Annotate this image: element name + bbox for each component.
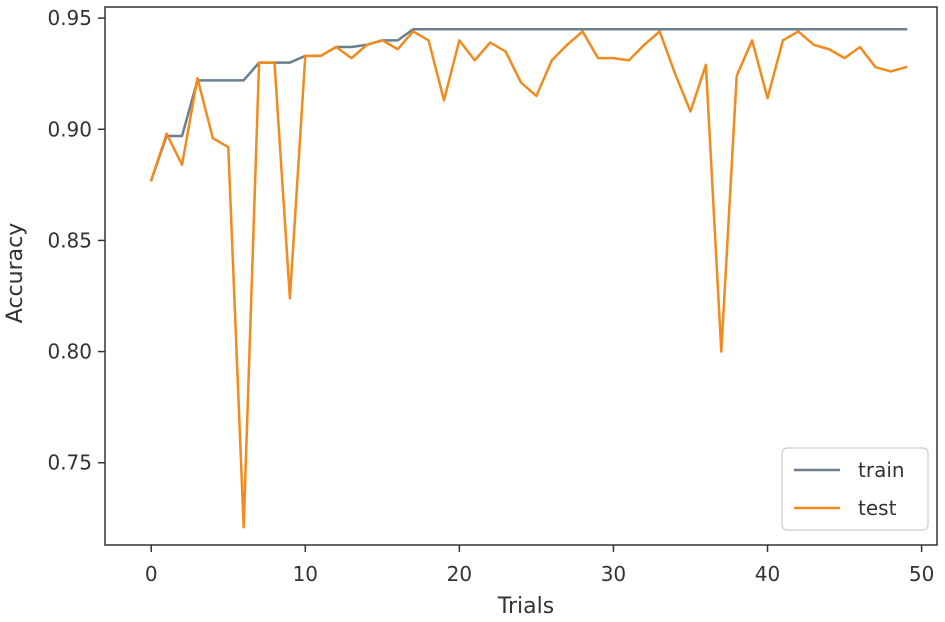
legend-label-test: test: [858, 496, 897, 520]
y-tick-label: 0.75: [47, 451, 92, 475]
x-tick-label: 30: [601, 562, 626, 586]
y-tick-label: 0.90: [47, 117, 92, 141]
x-tick-label: 10: [293, 562, 318, 586]
legend: train test: [781, 447, 929, 531]
y-tick-label: 0.80: [47, 340, 92, 364]
x-tick-label: 40: [755, 562, 780, 586]
series-line-test: [149, 30, 908, 529]
x-tick-label: 20: [447, 562, 472, 586]
y-axis-label: Accuracy: [3, 223, 28, 323]
x-tick-label: 50: [909, 562, 934, 586]
legend-label-train: train: [858, 458, 905, 482]
series-layer: [149, 27, 908, 529]
y-tick-label: 0.95: [47, 6, 92, 30]
axes-layer: 0 10 20 30 40 50 0.75 0.80 0.85 0.90 0.95: [47, 6, 938, 586]
x-axis-label: Trials: [497, 594, 554, 618]
x-tick-label: 0: [145, 562, 158, 586]
plot-frame: [104, 6, 938, 546]
legend-box: [781, 447, 929, 531]
y-tick-label: 0.85: [47, 228, 92, 252]
series-line-train: [149, 27, 908, 182]
